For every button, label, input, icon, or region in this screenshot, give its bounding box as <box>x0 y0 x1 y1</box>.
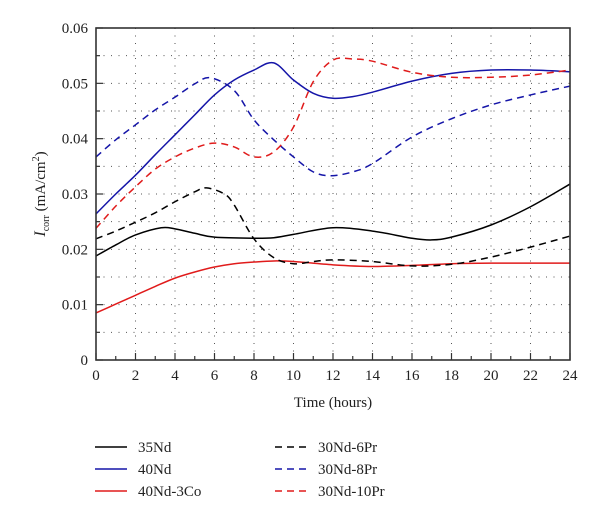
x-tick-label: 18 <box>444 368 459 384</box>
x-tick-label: 16 <box>405 368 421 384</box>
grid <box>96 28 570 360</box>
y-axis-title-unit: (mA/cm <box>33 161 49 215</box>
x-tick-label: 22 <box>523 368 538 384</box>
series-line-35nd <box>95 183 571 257</box>
x-tick-label: 4 <box>171 368 179 384</box>
legend-item-30nd-10pr: 30Nd-10Pr <box>275 484 385 500</box>
x-tick-label: 10 <box>286 368 301 384</box>
y-axis-title-sup: 2 <box>31 156 42 161</box>
y-tick-label: 0.01 <box>62 298 88 314</box>
y-axis-title-close: ) <box>33 151 49 156</box>
y-axis-title: Icorr (mA/cm2) <box>31 151 52 237</box>
x-tick-label: 6 <box>211 368 219 384</box>
x-tick-label: 8 <box>250 368 258 384</box>
legend-label: 35Nd <box>138 440 172 456</box>
x-tick-label: 24 <box>563 368 579 384</box>
legend-label: 30Nd-6Pr <box>318 440 377 456</box>
y-tick-label: 0 <box>81 353 89 369</box>
y-tick-label: 0.05 <box>62 76 88 92</box>
y-axis-title-sub: corr <box>41 214 52 231</box>
legend-label: 30Nd-10Pr <box>318 484 385 500</box>
y-tick-label: 0.02 <box>62 242 88 258</box>
series-line-30nd-10pr <box>95 57 571 229</box>
y-tick-label: 0.04 <box>62 132 89 148</box>
x-tick-label: 0 <box>92 368 100 384</box>
legend-label: 40Nd <box>138 462 172 478</box>
legend-label: 30Nd-8Pr <box>318 462 377 478</box>
legend: 35Nd 40Nd 40Nd-3Co 30Nd-6Pr 30Nd-8Pr 30Nd-10P… <box>95 440 385 500</box>
y-tick-label: 0.03 <box>62 187 88 203</box>
axis-ticks <box>95 27 571 361</box>
series-lines <box>95 57 571 314</box>
legend-item-30nd-8pr: 30Nd-8Pr <box>275 462 377 478</box>
series-line-30nd-8pr <box>95 76 571 177</box>
legend-item-40nd-3co: 40Nd-3Co <box>95 484 201 500</box>
x-tick-label: 12 <box>326 368 341 384</box>
x-tick-label: 2 <box>132 368 140 384</box>
x-tick-labels: 0 2 4 6 8 10 12 14 16 18 20 22 24 <box>92 368 578 384</box>
series-line-40nd <box>95 61 571 215</box>
legend-item-30nd-6pr: 30Nd-6Pr <box>275 440 377 456</box>
series-line-40nd-3co <box>95 260 570 314</box>
legend-label: 40Nd-3Co <box>138 484 201 500</box>
y-tick-labels: 0 0.01 0.02 0.03 0.04 0.05 0.06 <box>62 21 89 369</box>
legend-item-35nd: 35Nd <box>95 440 172 456</box>
plot-frame <box>95 27 571 361</box>
x-tick-label: 14 <box>365 368 381 384</box>
legend-item-40nd: 40Nd <box>95 462 172 478</box>
x-tick-label: 20 <box>484 368 499 384</box>
series-line-30nd-6pr <box>95 187 571 267</box>
y-tick-label: 0.06 <box>62 21 89 37</box>
y-axis-title-main: I <box>32 231 49 238</box>
x-axis-title: Time (hours) <box>294 395 372 411</box>
